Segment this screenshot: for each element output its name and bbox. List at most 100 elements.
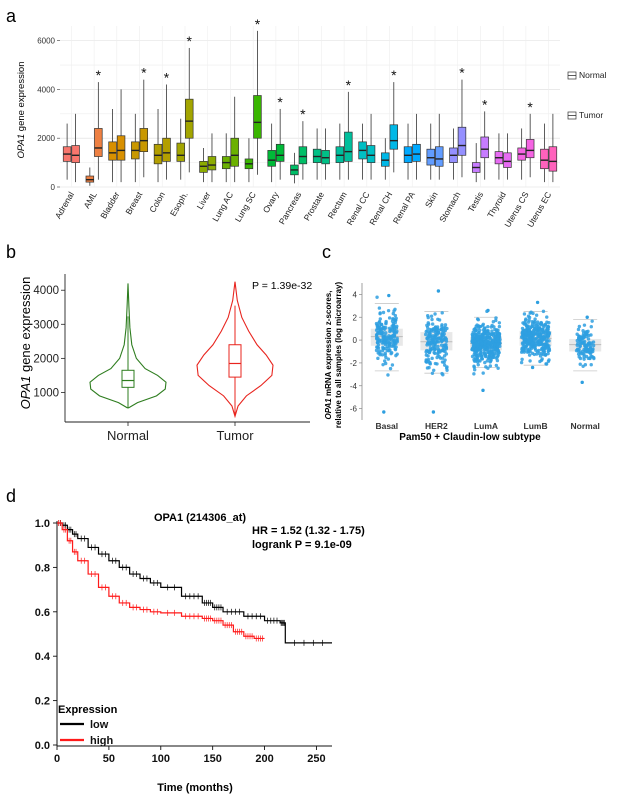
panel-c-point xyxy=(377,323,382,328)
panel-c-point xyxy=(472,372,476,376)
panel-b-ytick-label: 4000 xyxy=(33,285,59,297)
panel-a-category-label: Stomach xyxy=(437,190,463,224)
panel-c-point xyxy=(544,331,548,336)
panel-c-point xyxy=(395,338,399,342)
panel-c-point xyxy=(540,351,544,356)
panel-d-ytick-label: 0.8 xyxy=(35,562,50,574)
panel-a-box-tumor-box xyxy=(298,146,308,165)
panel-a-box-tumor-box xyxy=(457,126,467,156)
panel-a-box-tumor-box xyxy=(366,145,376,163)
panel-c-point xyxy=(424,348,429,353)
panel-c-point xyxy=(494,318,498,323)
panel-c-point xyxy=(488,346,492,350)
panel-letter-b: b xyxy=(6,242,16,262)
panel-c-point xyxy=(582,357,586,361)
panel-d-legend-label: high xyxy=(90,735,113,747)
panel-c-point xyxy=(497,333,502,337)
panel-c-point xyxy=(388,329,392,334)
panel-c-point xyxy=(470,347,475,352)
panel-c-point xyxy=(475,323,479,327)
panel-c-point xyxy=(432,348,437,352)
panel-c-point xyxy=(436,289,441,293)
panel-c-category-label: LumB xyxy=(524,421,548,431)
panel-c-point xyxy=(437,354,442,359)
panel-c-point xyxy=(483,335,487,340)
panel-a-category-label: Liver xyxy=(195,190,213,211)
panel-c-point xyxy=(393,313,398,318)
panel-b-ytick-label: 1000 xyxy=(33,387,59,399)
panel-c-point xyxy=(544,329,548,333)
panel-c-ytick-label: 2 xyxy=(353,313,358,322)
panel-a-box-tumor-box xyxy=(344,131,353,162)
panel-a-category-label: Esoph. xyxy=(168,190,190,218)
panel-c-point xyxy=(475,353,480,358)
panel-d-ytick-label: 0.0 xyxy=(35,740,50,752)
panel-c-point xyxy=(436,344,440,349)
panel-c-point xyxy=(584,335,589,339)
panel-c-point xyxy=(578,350,582,354)
panel-a-box-tumor xyxy=(94,82,103,180)
panel-a-box-tumor-box xyxy=(185,98,194,139)
panel-c-point xyxy=(482,345,487,349)
panel-c-point xyxy=(580,380,584,385)
panel-c-point xyxy=(430,317,434,322)
panel-c-point xyxy=(496,366,500,370)
panel-a-significance-star: * xyxy=(391,67,397,83)
panel-a-box-normal xyxy=(426,123,435,180)
panel-c-category-label: Basal xyxy=(375,421,398,431)
panel-c-point xyxy=(535,332,540,336)
panel-c-point xyxy=(529,336,533,341)
panel-c-point xyxy=(472,367,477,372)
panel-c-point xyxy=(428,331,432,336)
panel-c-point xyxy=(478,351,483,356)
panel-a-box-normal xyxy=(312,128,322,180)
panel-d-xlabel: Time (months) xyxy=(157,782,233,794)
panel-c-point xyxy=(473,332,477,336)
panel-c-point xyxy=(589,325,593,329)
panel-c-point xyxy=(443,347,447,351)
panel-c-point xyxy=(472,344,476,349)
panel-c-point xyxy=(527,329,532,333)
panel-c-point xyxy=(589,354,593,359)
panel-c-point xyxy=(392,309,396,313)
panel-c-point xyxy=(526,334,531,338)
panel-b-ytick-label: 3000 xyxy=(33,319,59,331)
panel-c-point xyxy=(387,326,392,330)
panel-a-box-tumor-box xyxy=(503,152,512,168)
panel-b-violin xyxy=(89,283,167,409)
panel-c-point xyxy=(582,335,586,339)
panel-c-point xyxy=(391,334,395,338)
panel-c-point xyxy=(426,315,430,320)
panel-a-category-label: Renal PA xyxy=(391,190,417,226)
panel-b-ytick-label: 2000 xyxy=(33,353,59,365)
panel-c-point xyxy=(488,360,492,364)
panel-a-box-normal xyxy=(85,167,95,186)
panel-a-box-tumor xyxy=(503,133,512,180)
panel-c-point xyxy=(438,350,442,354)
panel-c-point xyxy=(520,357,524,362)
panel-c-point xyxy=(522,312,527,316)
panel-c-point xyxy=(480,337,484,341)
panel-c-point xyxy=(386,373,390,377)
panel-c-point xyxy=(589,333,593,337)
panel-a-box-tumor-box xyxy=(94,128,103,157)
panel-c-point xyxy=(578,344,582,349)
panel-c-point xyxy=(443,325,447,330)
panel-a-ytick-label: 2000 xyxy=(37,134,55,143)
panel-c-point xyxy=(383,359,387,363)
panel-c-point xyxy=(491,352,495,356)
panel-a-significance-star: * xyxy=(346,77,352,93)
panel-a-box-tumor-box xyxy=(116,135,126,161)
panel-letter-c: c xyxy=(322,242,331,262)
panel-a-significance-star: * xyxy=(482,96,488,112)
panel-c-point xyxy=(389,351,394,355)
panel-c-point xyxy=(483,360,487,365)
panel-c-point xyxy=(488,356,493,360)
panel-c-point xyxy=(439,327,444,331)
panel-a-box-normal xyxy=(62,123,72,180)
panel-a-box-normal xyxy=(358,123,367,180)
panel-a-box-tumor xyxy=(457,79,467,178)
panel-c-point xyxy=(541,331,545,335)
panel-a-box-tumor-box xyxy=(207,156,217,171)
